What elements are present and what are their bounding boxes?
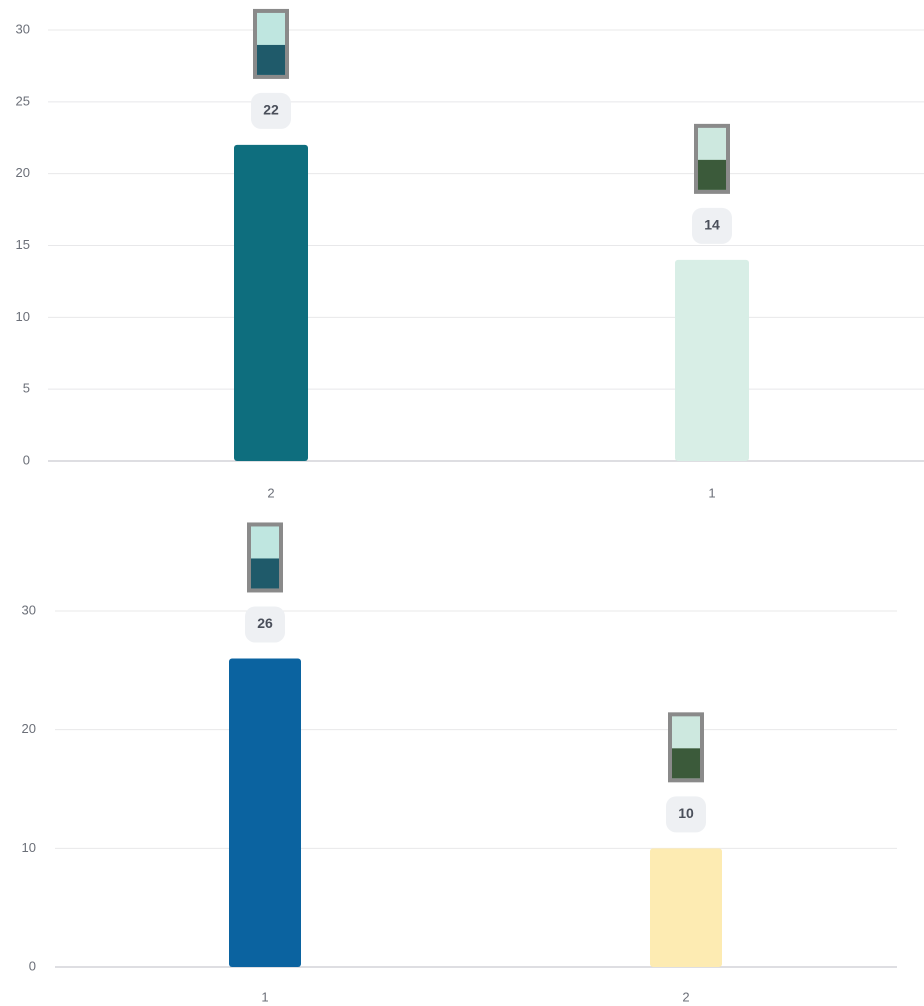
y-tick-label: 5: [23, 381, 30, 396]
y-tick-label: 10: [22, 840, 36, 855]
product-image-art: [257, 45, 285, 75]
y-tick-label: 20: [16, 165, 30, 180]
value-label: 14: [704, 217, 720, 233]
value-label: 10: [678, 805, 694, 821]
bar: [675, 260, 749, 461]
dashboard: 0510152025302221140102030126210: [0, 0, 924, 1006]
y-tick-label: 0: [29, 958, 36, 973]
bar: [229, 658, 301, 967]
y-tick-label: 25: [16, 93, 30, 108]
y-tick-label: 30: [16, 21, 30, 36]
y-tick-label: 30: [22, 602, 36, 617]
x-tick-label: 1: [261, 989, 268, 1004]
value-label: 26: [257, 615, 273, 631]
y-tick-label: 10: [16, 309, 30, 324]
product-image-art: [251, 558, 279, 588]
y-tick-label: 15: [16, 237, 30, 252]
bar: [650, 848, 722, 967]
bar: [234, 145, 308, 461]
y-tick-label: 0: [23, 452, 30, 467]
value-label: 22: [263, 102, 279, 118]
product-image-art: [698, 160, 726, 190]
product-image-art: [672, 748, 700, 778]
x-tick-label: 2: [682, 989, 689, 1004]
x-tick-label: 2: [267, 485, 274, 500]
x-tick-label: 1: [708, 485, 715, 500]
y-tick-label: 20: [22, 721, 36, 736]
